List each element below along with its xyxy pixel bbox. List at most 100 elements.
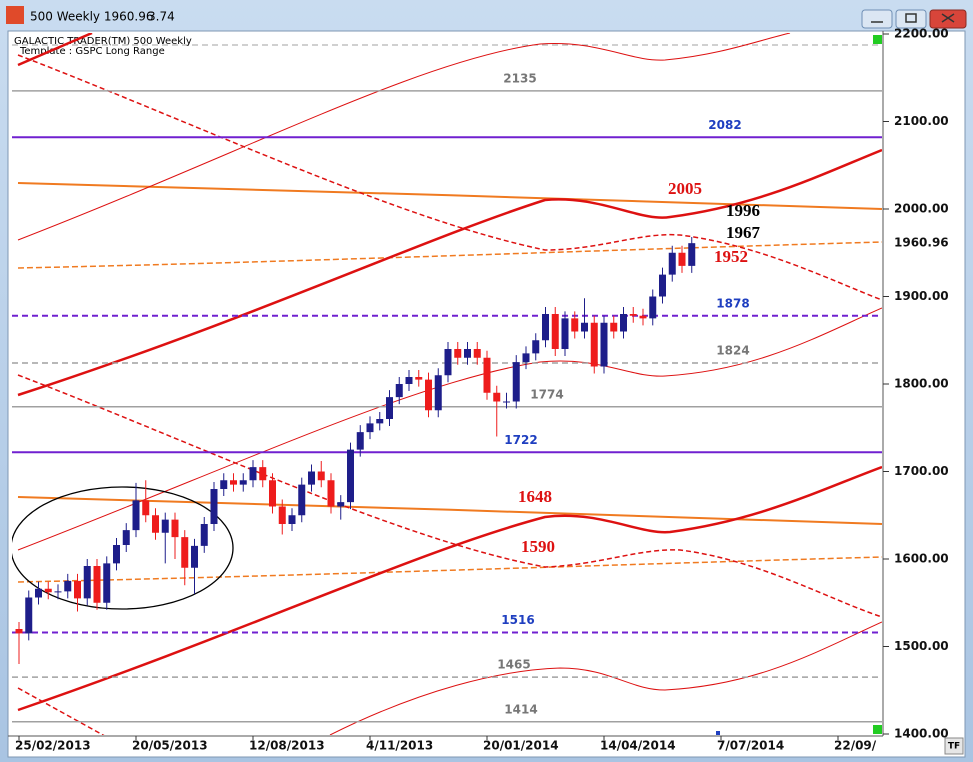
level-label: 2135 [503,71,536,85]
candle-body [181,537,189,568]
orange-line [17,182,882,210]
x-tick-label: 25/02/2013 [15,739,91,753]
red-thin [17,307,882,551]
candle-body [308,471,315,485]
candle-body [191,545,198,568]
candle-body [405,377,413,384]
x-tick-label: 20/01/2014 [483,739,559,753]
window-title: 500 Weekly 1960.96 [30,10,153,24]
candle-body [561,318,569,349]
level-label: 1878 [716,296,749,310]
candle-body [171,519,179,538]
level-label: 1774 [530,387,563,401]
level-label: 1824 [716,344,749,358]
candle-body [269,480,276,507]
candle-body [83,566,91,599]
candle-body [395,384,403,398]
x-tick-label: 12/08/2013 [249,739,325,753]
candle-body [678,252,686,266]
candle-body [610,322,618,332]
candle-body [366,423,374,433]
candle-body [113,545,120,564]
candle-body [93,566,101,603]
candle-body [356,432,364,450]
status-square [873,35,882,44]
level-label: 1722 [504,433,537,447]
minimize-button[interactable] [861,9,893,29]
red-dashed [17,374,882,618]
level-label: 1414 [504,702,537,716]
candle-body [659,274,666,297]
red-dashed [17,54,882,301]
candle-body [493,392,501,402]
button-glyphs [871,13,955,23]
candle-body [35,588,42,598]
candle-body [649,296,657,319]
curve-label: 1952 [714,247,748,266]
candle-body [571,318,579,332]
candle-body [278,506,286,524]
candle-body [542,314,549,341]
candle-body [386,397,393,419]
y-tick-label: 2200.00 [894,27,949,41]
candle-body [142,500,150,516]
orange-line [17,496,882,525]
red-dashed [17,687,105,735]
candle-body [15,629,23,634]
candle-body [327,480,335,507]
candle-body [298,484,306,516]
curve-label: 2005 [668,179,702,198]
candle-body [239,480,247,485]
candle-body [473,349,481,358]
header-line: GALACTIC TRADER(TM) 500 Weekly [14,36,192,47]
candle-body [230,480,237,485]
candle-body [629,314,637,316]
level-label: 1516 [501,613,534,627]
candle-body [688,243,696,266]
marker [716,731,720,735]
tf-label: TF [948,742,960,752]
orange-dashed [17,556,882,583]
candle-body [220,480,228,489]
curve-label: 1967 [726,223,761,242]
candle-body [54,591,62,593]
candle-body [103,563,111,603]
indicator-curves [12,33,882,735]
curve-label: 1996 [726,201,760,220]
close-button[interactable] [929,9,967,29]
candle-body [259,467,267,481]
y-tick-label: 1500.00 [894,639,949,653]
candle-body [454,349,462,358]
candle-body [522,353,530,363]
tf-button[interactable] [944,737,964,755]
app-icon [6,6,24,24]
level-label: 2082 [708,118,741,132]
candle-body [132,500,140,531]
y-tick-label: 2100.00 [894,114,949,128]
candle-body [337,502,345,507]
y-tick-label: 1900.00 [894,289,949,303]
candle-body [620,314,627,332]
candle-body [210,489,218,524]
candle-body [122,530,130,545]
header-line: Template : GSPC Long Range [19,46,165,57]
x-tick-label: 14/04/2014 [600,739,676,753]
candle-body [376,419,384,424]
candle-body [25,597,33,634]
candle-body [415,377,423,380]
orange-dashed [17,241,882,269]
red-curve [17,148,882,397]
candle-body [161,519,169,533]
x-tick-label: 4/11/2013 [366,739,433,753]
candle-body [317,471,325,481]
candle-body [532,340,540,354]
maximize-button[interactable] [895,9,927,29]
red-curve [17,33,93,67]
status-square [873,725,882,734]
candle-body [434,375,442,411]
candle-body [288,515,296,524]
curve-label: 1590 [521,537,555,556]
candle-body [639,315,647,319]
red-thin [329,621,882,735]
window-change: 3.74 [148,10,175,24]
